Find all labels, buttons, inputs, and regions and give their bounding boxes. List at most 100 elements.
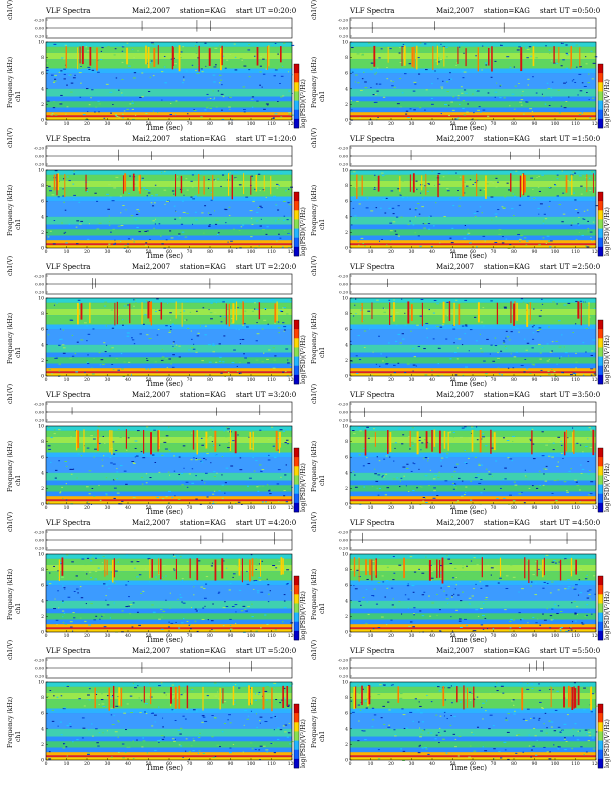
- spectrogram-speckle: [583, 754, 585, 756]
- spectrogram-speckle: [250, 431, 252, 433]
- time-tick-label: 20: [84, 633, 90, 639]
- spectrogram-speckle: [190, 686, 193, 688]
- spectrogram-speckle: [276, 483, 280, 485]
- spectrogram-speckle: [123, 110, 126, 112]
- sferic-streak: [118, 687, 121, 706]
- spectrogram-speckle: [414, 83, 417, 85]
- spectrogram-speckle: [533, 55, 536, 57]
- spectrogram-speckle: [494, 345, 498, 347]
- panel-station: station=KAG: [484, 647, 530, 655]
- spectrogram-speckle: [134, 299, 136, 301]
- colorbar-segment: [294, 457, 299, 467]
- spectrogram-speckle: [417, 345, 421, 347]
- spectrogram-speckle: [141, 700, 143, 702]
- time-tick-label: 20: [388, 249, 394, 255]
- spectrogram-speckle: [549, 351, 553, 353]
- spectrogram-speckle: [367, 42, 371, 44]
- spectrogram-speckle: [223, 335, 226, 337]
- spectrogram-speckle: [421, 721, 425, 723]
- spectrogram-speckle: [487, 628, 489, 630]
- spectrogram-speckle: [138, 624, 141, 626]
- sferic-streak: [542, 559, 544, 578]
- freq-tick-label: 2: [41, 358, 44, 364]
- spectrogram-speckle: [466, 233, 470, 235]
- spectrogram-speckle: [535, 57, 538, 59]
- spectrogram-speckle: [441, 88, 443, 90]
- spectrogram-speckle: [140, 451, 143, 453]
- spectrogram-speckle: [87, 333, 91, 335]
- time-tick-label: 70: [491, 505, 497, 511]
- spectrogram-speckle: [528, 734, 530, 736]
- spectrogram-speckle: [130, 561, 134, 563]
- spectrogram-band: [350, 682, 596, 687]
- spectrogram-speckle: [119, 465, 123, 467]
- spectrogram-speckle: [520, 99, 524, 101]
- spectrogram-speckle: [271, 299, 275, 301]
- spectrogram-speckle: [489, 693, 491, 695]
- spectrogram-speckle: [531, 688, 534, 690]
- spectrogram-band: [350, 201, 596, 217]
- spectrogram-speckle: [498, 233, 502, 235]
- spectrogram-speckle: [193, 594, 195, 596]
- spectrogram-speckle: [58, 460, 61, 462]
- spectrogram-band: [46, 564, 292, 572]
- spectrogram-speckle: [226, 427, 229, 429]
- spectrogram-speckle: [427, 328, 430, 330]
- spectrogram-speckle: [452, 436, 454, 438]
- spectrogram-speckle: [425, 69, 428, 71]
- spectrogram-speckle: [392, 478, 396, 480]
- spectrogram-speckle: [388, 709, 391, 711]
- spectrogram-speckle: [47, 185, 51, 187]
- spectrogram-speckle: [476, 696, 479, 698]
- spectrogram-speckle: [154, 461, 157, 463]
- sferic-streak: [280, 46, 282, 63]
- spectrogram-speckle: [464, 299, 468, 301]
- spectrogram-speckle: [251, 310, 255, 312]
- spectrogram-speckle: [277, 209, 280, 211]
- spectrogram-speckle: [574, 723, 577, 725]
- time-tick-label: 10: [368, 761, 374, 767]
- spectrogram-speckle: [587, 473, 590, 475]
- spectrogram-speckle: [552, 560, 556, 562]
- spectrogram-speckle: [535, 582, 537, 584]
- spectrogram-speckle: [571, 80, 574, 82]
- spectrogram-speckle: [503, 341, 506, 343]
- spectrogram-speckle: [419, 733, 423, 735]
- spectrogram-speckle: [73, 576, 77, 578]
- spectrogram-speckle: [144, 244, 148, 246]
- spectrogram-speckle: [493, 568, 497, 570]
- time-tick-label: 110: [571, 633, 580, 639]
- sferic-streak: [413, 46, 415, 69]
- time-tick-label: 40: [429, 121, 435, 127]
- spectrogram-speckle: [577, 594, 580, 596]
- spectrogram-speckle: [580, 746, 583, 748]
- spectrogram-speckle: [157, 112, 159, 114]
- spectrogram-speckle: [474, 215, 477, 217]
- spectrogram-speckle: [401, 197, 405, 199]
- sferic-streak: [157, 430, 159, 452]
- spectrogram-speckle: [91, 723, 93, 725]
- spectrogram-speckle: [526, 48, 530, 50]
- spectrogram-speckle: [397, 333, 401, 335]
- spectrogram-band: [350, 491, 596, 497]
- spectrogram-speckle: [209, 214, 212, 216]
- spectrogram-speckle: [398, 564, 402, 566]
- spectrogram-speckle: [455, 577, 457, 579]
- spectrogram-speckle: [576, 614, 578, 616]
- time-tick-label: 90: [532, 505, 538, 511]
- spectrogram-speckle: [525, 101, 529, 103]
- spectrogram-speckle: [261, 323, 265, 325]
- spectrogram-speckle: [182, 76, 185, 78]
- spectrogram-speckle: [47, 445, 51, 447]
- spectrogram-speckle: [270, 742, 273, 744]
- spectrogram-speckle: [589, 189, 592, 191]
- spectrogram-speckle: [236, 564, 238, 566]
- spectrogram-speckle: [59, 492, 61, 494]
- spectrogram-speckle: [468, 691, 472, 693]
- spectrogram-speckle: [178, 473, 181, 475]
- spectrogram-band: [46, 324, 292, 330]
- spectrogram-speckle: [279, 702, 282, 704]
- spectrogram-speckle: [262, 745, 266, 747]
- spectrogram-speckle: [252, 201, 255, 203]
- spectrogram-speckle: [516, 49, 520, 51]
